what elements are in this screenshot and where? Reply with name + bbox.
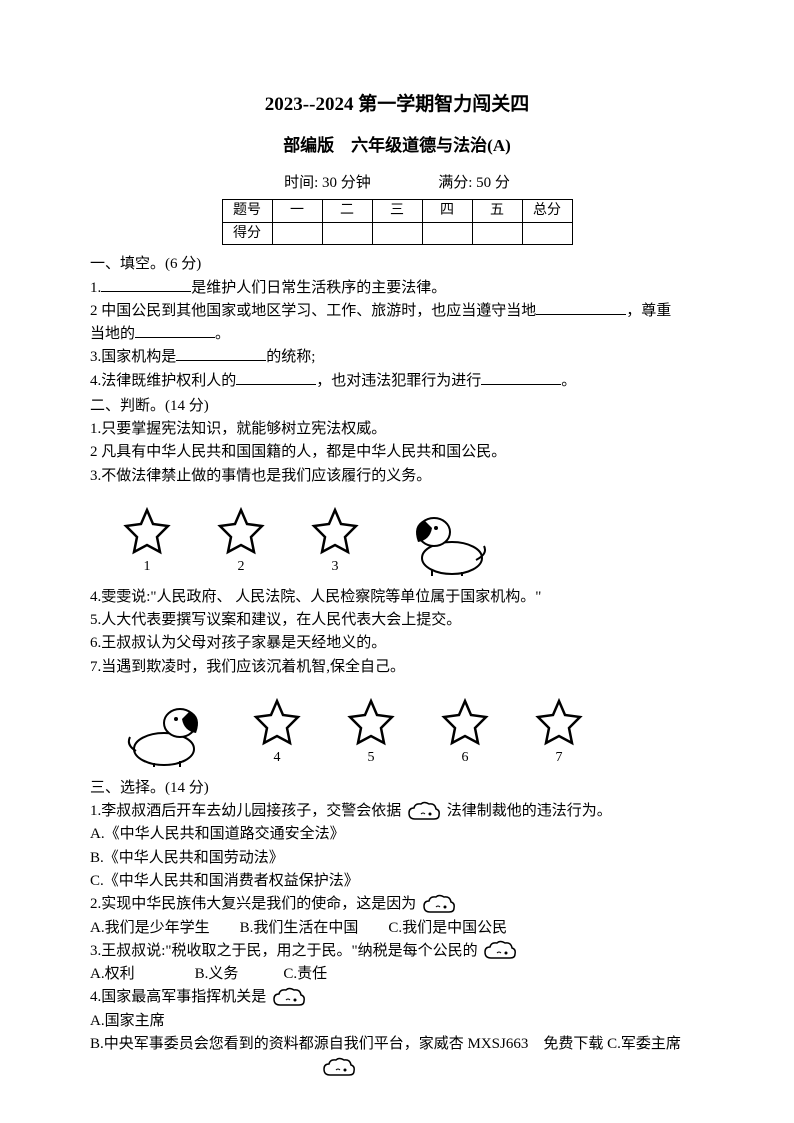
- q1-1: 1.是维护人们日常生活秩序的主要法律。: [90, 277, 704, 300]
- q3-1B: B.《中华人民共和国劳动法》: [90, 847, 704, 870]
- q3-4B: B.中央军事委员会您看到的资料都源自我们平台，家威杏 MXSJ663 免费下载 …: [90, 1033, 704, 1056]
- star-3: 3: [308, 504, 362, 578]
- th: 五: [472, 200, 522, 223]
- td: [322, 222, 372, 245]
- q3-1A: A.《中华人民共和国道路交通安全法》: [90, 823, 704, 846]
- blank[interactable]: [176, 346, 266, 361]
- q1-2b: 当地的。: [90, 323, 704, 346]
- blank[interactable]: [101, 277, 191, 292]
- q2-6: 6.王叔叔认为父母对孩子家暴是天经地义的。: [90, 632, 704, 655]
- q1-2: 2 中国公民到其他国家或地区学习、工作、旅游时，也应当遵守当地，尊重: [90, 300, 704, 323]
- td: [272, 222, 322, 245]
- td: [522, 222, 572, 245]
- cloud-icon: [483, 940, 517, 963]
- q2-2: 2 凡具有中华人民共和国国籍的人，都是中华人民共和国公民。: [90, 441, 704, 464]
- table-row: 得分: [222, 222, 572, 245]
- star-1: 1: [120, 504, 174, 578]
- q3-2-opts: A.我们是少年学生 B.我们生活在中国 C.我们是中国公民: [90, 917, 704, 940]
- q3-3: 3.王叔叔说:"税收取之于民，用之于民。"纳税是每个公民的: [90, 940, 704, 963]
- star-7: 7: [532, 695, 586, 769]
- q1-3: 3.国家机构是的统称;: [90, 346, 704, 369]
- q3-4A: A.国家主席: [90, 1010, 704, 1033]
- th: 三: [372, 200, 422, 223]
- td-label: 得分: [222, 222, 272, 245]
- q3-5-cloud: [90, 1056, 704, 1079]
- blank[interactable]: [481, 370, 561, 385]
- q3-1C: C.《中华人民共和国消费者权益保护法》: [90, 870, 704, 893]
- q2-3: 3.不做法律禁止做的事情也是我们应该履行的义务。: [90, 465, 704, 488]
- q3-4: 4.国家最高军事指挥机关是: [90, 986, 704, 1009]
- image-row-1: 1 2 3: [120, 498, 704, 578]
- td: [372, 222, 422, 245]
- q2-4: 4.雯雯说:"人民政府、 人民法院、人民检察院等单位属于国家机构。": [90, 586, 704, 609]
- q1-4: 4.法律既维护权利人的，也对违法犯罪行为进行。: [90, 370, 704, 393]
- cloud-icon: [272, 986, 306, 1009]
- sub-title: 部编版 六年级道德与法治(A): [90, 133, 704, 159]
- blank[interactable]: [536, 300, 626, 315]
- star-6: 6: [438, 695, 492, 769]
- th: 一: [272, 200, 322, 223]
- section-1-heading: 一、填空。(6 分): [90, 253, 704, 276]
- section-3-heading: 三、选择。(14 分): [90, 777, 704, 800]
- snoopy-icon: [120, 689, 210, 769]
- time-label: 时间: 30 分钟: [284, 175, 371, 191]
- blank[interactable]: [236, 370, 316, 385]
- th: 总分: [522, 200, 572, 223]
- q2-7: 7.当遇到欺凌时，我们应该沉着机智,保全自己。: [90, 656, 704, 679]
- star-2: 2: [214, 504, 268, 578]
- th: 二: [322, 200, 372, 223]
- star-5: 5: [344, 695, 398, 769]
- th: 题号: [222, 200, 272, 223]
- main-title: 2023--2024 第一学期智力闯关四: [90, 90, 704, 119]
- q2-5: 5.人大代表要撰写议案和建议，在人民代表大会上提交。: [90, 609, 704, 632]
- q3-2: 2.实现中华民族伟大复兴是我们的使命，这是因为: [90, 893, 704, 916]
- meta-line: 时间: 30 分钟 满分: 50 分: [90, 172, 704, 195]
- q2-1: 1.只要掌握宪法知识，就能够树立宪法权威。: [90, 418, 704, 441]
- fullmark-label: 满分: 50 分: [438, 175, 510, 191]
- cloud-icon: [322, 1056, 356, 1079]
- th: 四: [422, 200, 472, 223]
- score-table: 题号 一 二 三 四 五 总分 得分: [222, 199, 573, 245]
- td: [422, 222, 472, 245]
- table-row: 题号 一 二 三 四 五 总分: [222, 200, 572, 223]
- td: [472, 222, 522, 245]
- q3-1: 1.李叔叔酒后开车去幼儿园接孩子，交警会依据 法律制裁他的违法行为。: [90, 800, 704, 823]
- section-2-heading: 二、判断。(14 分): [90, 395, 704, 418]
- image-row-2: 4 5 6 7: [120, 689, 704, 769]
- snoopy-icon: [402, 498, 492, 578]
- cloud-icon: [422, 893, 456, 916]
- cloud-icon: [407, 800, 441, 823]
- blank[interactable]: [135, 323, 215, 338]
- q3-3-opts: A.权利 B.义务 C.责任: [90, 963, 704, 986]
- star-4: 4: [250, 695, 304, 769]
